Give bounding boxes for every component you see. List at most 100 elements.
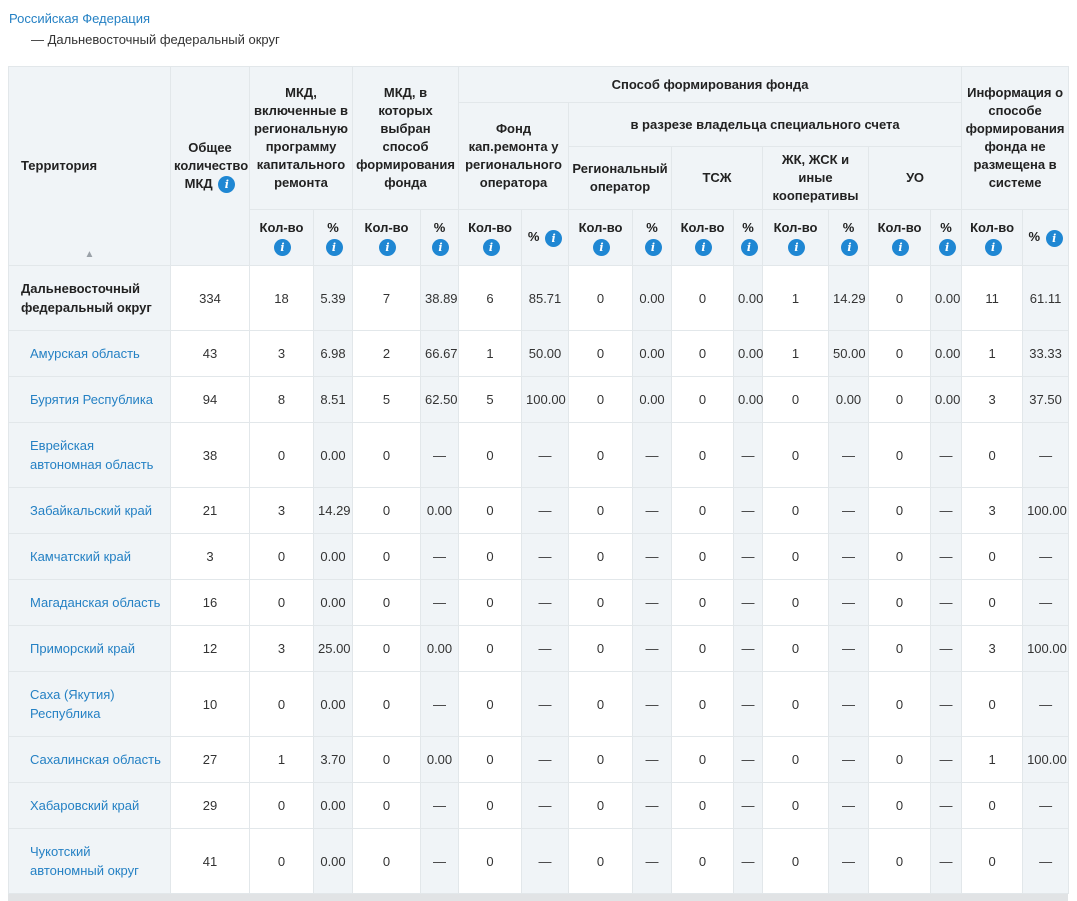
percent-cell: 0.00	[419, 736, 460, 783]
info-icon[interactable]: i	[984, 239, 1002, 257]
regional-operator-header-label: Региональный оператор	[572, 161, 668, 194]
count-cell: 0	[568, 782, 634, 829]
column-header-no-info: Информация о способе формирования фонда …	[961, 66, 1070, 210]
count-subheader: Кол-во i	[671, 209, 735, 266]
percent-cell: —	[828, 828, 870, 894]
count-cell: 1	[762, 265, 830, 331]
count-cell: 11	[961, 265, 1024, 331]
percent-cell: 0.00	[419, 487, 460, 534]
count-cell: 3	[249, 330, 314, 377]
info-icon[interactable]: i	[1045, 229, 1063, 247]
percent-cell: —	[930, 736, 963, 783]
sort-asc-icon[interactable]: ▲	[84, 249, 95, 260]
percent-cell: —	[930, 671, 963, 737]
count-cell: 0	[568, 330, 634, 377]
percent-cell: 62.50	[419, 376, 460, 423]
percent-cell: —	[521, 487, 570, 534]
percent-subheader-label: %	[742, 220, 754, 236]
total-count-cell: 21	[170, 487, 250, 534]
count-cell: 0	[961, 782, 1024, 829]
count-cell: 0	[762, 671, 830, 737]
count-cell: 2	[352, 330, 421, 377]
percent-cell: 0.00	[632, 376, 673, 423]
info-icon[interactable]: i	[740, 238, 758, 256]
count-cell: 0	[961, 422, 1024, 488]
count-cell: 0	[671, 330, 735, 377]
percent-cell: 50.00	[521, 330, 570, 377]
region-link[interactable]: Приморский край	[30, 641, 135, 656]
percent-cell: —	[1022, 671, 1070, 737]
percent-cell: —	[733, 579, 764, 626]
percent-cell: —	[930, 782, 963, 829]
info-icon[interactable]: i	[892, 239, 910, 257]
percent-cell: —	[733, 828, 764, 894]
percent-cell: —	[828, 736, 870, 783]
percent-cell: —	[419, 422, 460, 488]
method-chosen-header-label: МКД, в которых выбран способ формировани…	[356, 85, 455, 190]
breadcrumb-link-russia[interactable]: Российская Федерация	[9, 11, 151, 26]
info-icon[interactable]: i	[218, 176, 236, 194]
info-icon[interactable]: i	[274, 239, 291, 257]
info-icon[interactable]: i	[379, 239, 396, 257]
percent-cell: —	[419, 533, 460, 580]
method-group-header-label: Способ формирования фонда	[611, 76, 809, 92]
percent-subheader: % i	[521, 209, 570, 266]
percent-cell: —	[521, 422, 570, 488]
territory-cell: Саха (Якутия) Республика	[8, 671, 171, 737]
percent-cell: 0.00	[419, 625, 460, 672]
region-link[interactable]: Сахалинская область	[30, 752, 161, 767]
region-link[interactable]: Саха (Якутия) Республика	[30, 687, 115, 721]
region-link[interactable]: Амурская область	[30, 346, 140, 361]
info-icon[interactable]: i	[644, 238, 662, 256]
info-icon[interactable]: i	[482, 239, 500, 257]
percent-cell: —	[930, 487, 963, 534]
count-cell: 0	[671, 376, 735, 423]
percent-cell: 3.70	[313, 736, 353, 783]
count-cell: 0	[868, 671, 932, 737]
percent-cell: —	[521, 736, 570, 783]
percent-cell: —	[828, 579, 870, 626]
territory-cell: Дальневосточный федеральный округ	[8, 265, 171, 331]
percent-cell: 100.00	[521, 376, 570, 423]
column-header-uo: УО	[868, 146, 963, 210]
info-icon[interactable]: i	[938, 238, 956, 256]
info-icon[interactable]: i	[593, 239, 611, 257]
count-cell: 0	[352, 579, 421, 626]
region-link[interactable]: Камчатский край	[30, 549, 131, 564]
horizontal-scrollbar[interactable]	[8, 894, 1068, 901]
count-cell: 0	[762, 376, 830, 423]
tsj-header-label: ТСЖ	[702, 170, 732, 185]
info-icon[interactable]: i	[695, 239, 713, 257]
column-header-tsj: ТСЖ	[671, 146, 764, 210]
territory-cell: Амурская область	[8, 330, 171, 377]
table-row: Амурская область 43 3 6.98 2 66.67 1 50.00 0 0.00…	[8, 330, 1070, 377]
percent-subheader: % i	[419, 209, 460, 266]
table-row: Чукотский автономный округ 41 0 0.00 0—0—0—0…	[8, 828, 1070, 894]
region-link[interactable]: Еврейская автономная область	[30, 438, 154, 472]
percent-cell: 0.00	[313, 533, 353, 580]
count-cell: 0	[961, 579, 1024, 626]
count-cell: 0	[868, 422, 932, 488]
percent-cell: —	[419, 579, 460, 626]
percent-subheader-label: %	[433, 220, 446, 236]
count-cell: 0	[458, 736, 523, 783]
count-subheader-icon-line: i	[462, 238, 518, 257]
region-link[interactable]: Забайкальский край	[30, 503, 153, 518]
column-header-territory[interactable]: Территория ▲	[8, 66, 171, 266]
info-icon[interactable]: i	[788, 239, 806, 257]
count-cell: 0	[568, 579, 634, 626]
region-link[interactable]: Чукотский автономный округ	[30, 844, 139, 878]
count-cell: 0	[352, 625, 421, 672]
percent-cell: 0.00	[313, 671, 353, 737]
count-subheader-icon-line: i	[356, 238, 417, 257]
regions-table: Территория ▲ Общее количество МКД i МКД,…	[8, 66, 1070, 894]
percent-cell: —	[632, 828, 673, 894]
region-link[interactable]: Хабаровский край	[30, 798, 140, 813]
info-icon[interactable]: i	[432, 238, 449, 256]
info-icon[interactable]: i	[545, 229, 563, 247]
region-link[interactable]: Магаданская область	[30, 595, 161, 610]
territory-cell: Забайкальский край	[8, 487, 171, 534]
info-icon[interactable]: i	[841, 238, 859, 256]
info-icon[interactable]: i	[325, 238, 343, 256]
region-link[interactable]: Бурятия Республика	[30, 392, 154, 407]
